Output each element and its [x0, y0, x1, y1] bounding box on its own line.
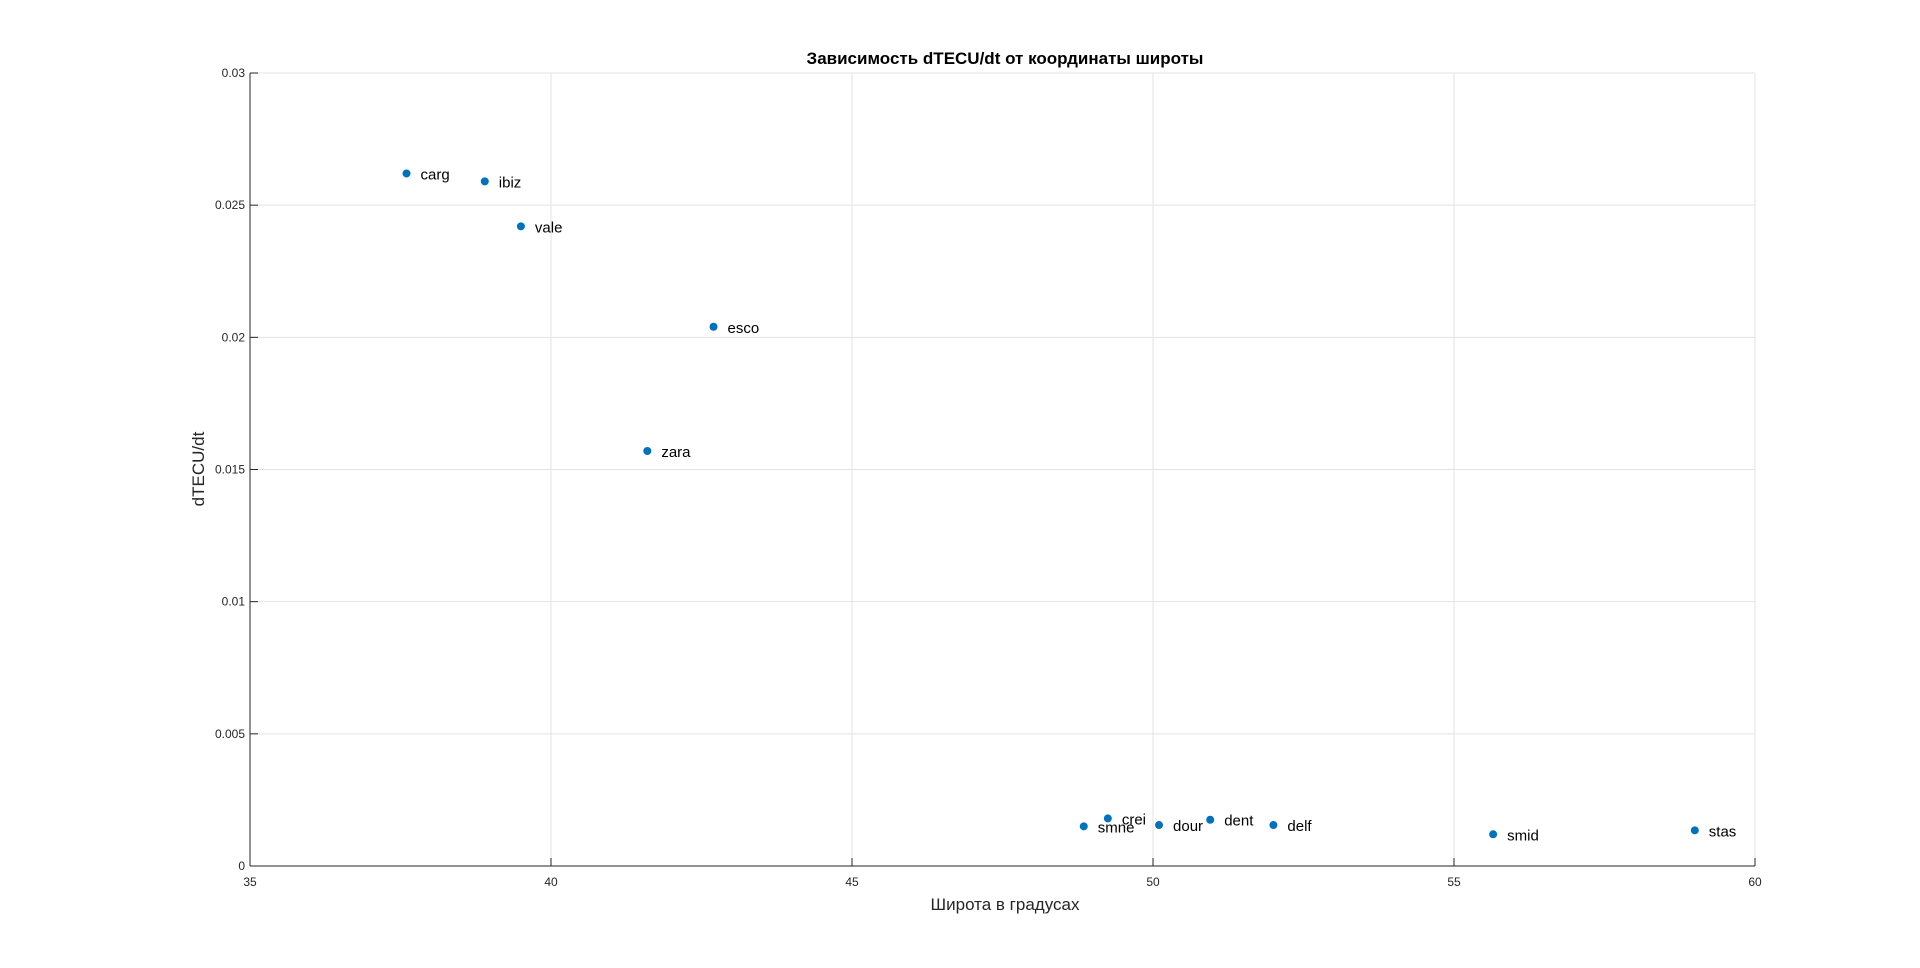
point-label-carg: carg [421, 166, 450, 183]
data-point-ibiz [480, 177, 489, 186]
x-tick-label: 35 [243, 875, 257, 889]
y-tick-label: 0.02 [222, 330, 246, 344]
x-tick-label: 40 [544, 875, 558, 889]
data-point-stas [1690, 826, 1699, 835]
data-point-delf [1269, 821, 1278, 830]
x-tick-label: 60 [1748, 875, 1762, 889]
data-point-dour [1155, 821, 1164, 830]
point-label-crei: crei [1122, 811, 1146, 828]
y-tick-label: 0.03 [222, 66, 246, 80]
data-points [402, 169, 1699, 839]
data-point-esco [709, 322, 718, 331]
point-label-smid: smid [1507, 827, 1539, 844]
point-label-delf: delf [1287, 818, 1312, 835]
point-label-smne: smne [1098, 819, 1135, 836]
data-point-zara [643, 446, 652, 455]
point-label-dour: dour [1173, 818, 1203, 835]
data-point-crei [1103, 814, 1112, 823]
y-axis-title: dTECU/dt [189, 431, 208, 506]
data-point-carg [402, 169, 411, 178]
chart-title: Зависимость dTECU/dt от координаты широт… [807, 49, 1204, 68]
point-label-zara: zara [661, 444, 691, 461]
y-tick-label: 0.01 [222, 595, 246, 609]
y-tick-label: 0 [238, 859, 245, 873]
point-label-dent: dent [1224, 813, 1254, 830]
data-point-smne [1079, 822, 1088, 831]
data-point-dent [1206, 815, 1215, 824]
y-tick-label: 0.005 [215, 727, 245, 741]
point-label-ibiz: ibiz [499, 174, 522, 191]
x-axis-title: Широта в градусах [931, 895, 1080, 914]
tick-labels: 35 40 45 50 55 60 0 0.005 0.01 0.015 0.02 0.025 0.03 [215, 66, 1762, 889]
data-point-smid [1489, 830, 1498, 839]
x-tick-label: 45 [845, 875, 859, 889]
x-tick-label: 50 [1146, 875, 1160, 889]
x-tick-label: 55 [1447, 875, 1461, 889]
y-tick-label: 0.025 [215, 198, 245, 212]
point-label-stas: stas [1709, 823, 1737, 840]
data-point-vale [516, 222, 525, 231]
axes [249, 72, 1756, 867]
y-tick-label: 0.015 [215, 463, 245, 477]
point-label-vale: vale [535, 219, 563, 236]
point-label-esco: esco [728, 320, 760, 337]
